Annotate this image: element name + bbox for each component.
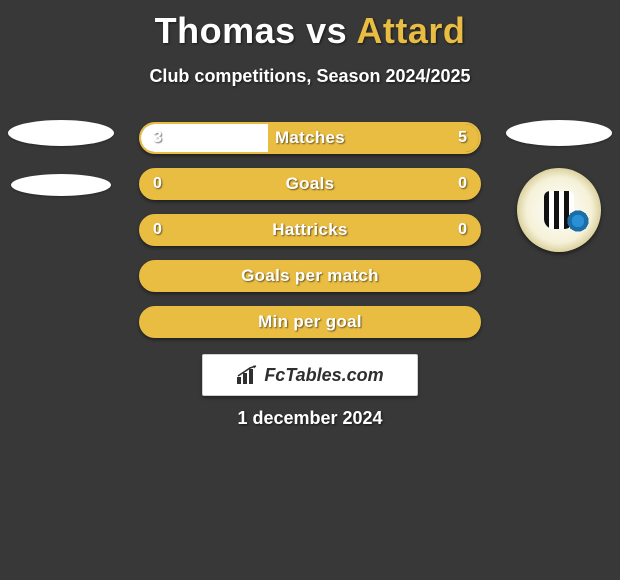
bar-value-left: 3 [153,124,162,152]
stat-bars: Matches35Goals00Hattricks00Goals per mat… [139,122,481,338]
bar-value-right: 0 [458,216,467,244]
left-badges [8,120,114,196]
bar-label: Hattricks [141,216,479,244]
club-crest-icon [517,168,601,252]
stat-bar: Goals per match [139,260,481,292]
club-badge-placeholder-icon [11,174,111,196]
stat-bar: Goals0 0 [139,168,481,200]
stat-bar: Min per goal [139,306,481,338]
page-title: Thomas vs Attard [0,0,620,52]
bar-label: Goals per match [141,262,479,290]
subtitle: Club competitions, Season 2024/2025 [0,66,620,87]
player2-name: Attard [356,10,465,51]
vs-label: vs [306,10,347,51]
logo-text: FcTables.com [264,365,383,386]
date-label: 1 december 2024 [0,408,620,429]
comparison-card: Thomas vs Attard Club competitions, Seas… [0,0,620,580]
right-badges [506,120,612,252]
bar-chart-icon [236,365,258,385]
bar-value-left: 0 [153,216,162,244]
bar-value-left: 0 [153,170,162,198]
fctables-logo: FcTables.com [202,354,418,396]
bar-label: Matches [141,124,479,152]
club-badge-placeholder-icon [8,120,114,146]
club-badge-placeholder-icon [506,120,612,146]
stat-bar: Hattricks0 0 [139,214,481,246]
player1-name: Thomas [155,10,296,51]
stat-bar: Matches3 5 [139,122,481,154]
bar-label: Min per goal [141,308,479,336]
bar-value-right: 5 [458,124,467,152]
bar-value-right: 0 [458,170,467,198]
bar-label: Goals [141,170,479,198]
